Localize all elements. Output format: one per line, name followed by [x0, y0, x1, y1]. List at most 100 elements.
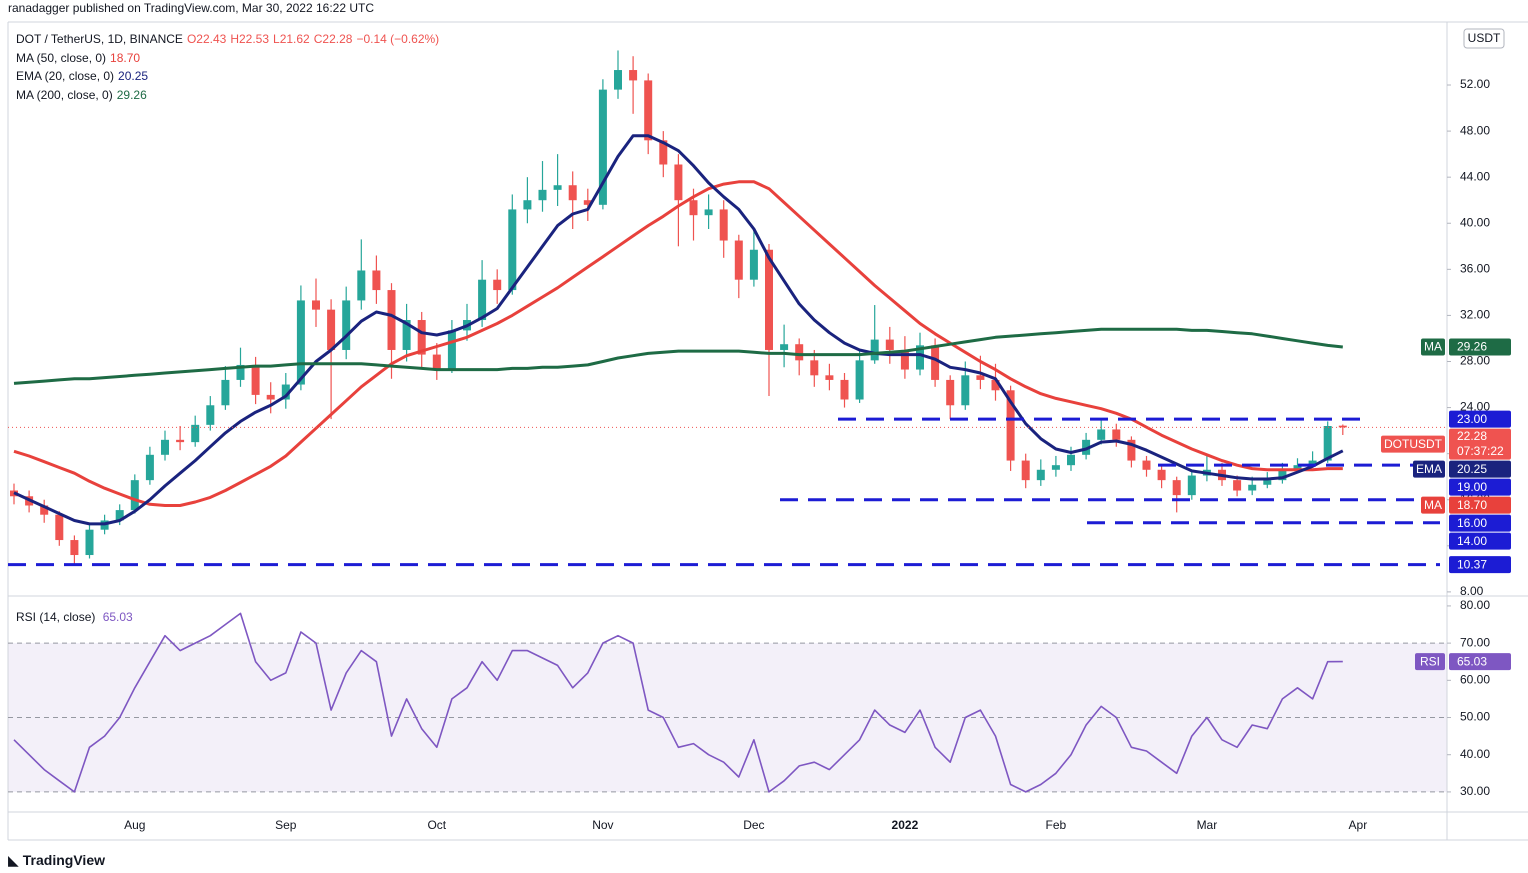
tag-box: [1421, 338, 1445, 356]
candle-body: [674, 164, 683, 201]
y-tick-label: 60.00: [1460, 672, 1490, 686]
candle-body: [447, 330, 456, 370]
candle-body: [885, 339, 894, 350]
candle-body: [900, 349, 909, 370]
tag-label: EMA: [1416, 462, 1442, 476]
candle-body: [402, 320, 411, 350]
candle-body: [478, 279, 487, 321]
currency-box: [1463, 28, 1505, 49]
price-label-box: [1449, 478, 1511, 496]
price-label: 10.37: [1457, 557, 1487, 571]
y-tick-label: 40.00: [1460, 747, 1490, 761]
candle-body: [1097, 429, 1106, 440]
logo-text: TradingView: [22, 852, 105, 868]
candle-body: [795, 344, 804, 361]
y-tick-label: 50.00: [1460, 710, 1490, 724]
candle-body: [840, 379, 849, 400]
candle-body: [1112, 429, 1121, 440]
candle-body: [161, 439, 169, 455]
legend-row: MA (50, close, 0) 18.70: [16, 49, 443, 68]
price-label-box: [1449, 496, 1511, 514]
tag-label: MA: [1424, 498, 1442, 512]
legend-name: MA (50, close, 0): [16, 50, 107, 65]
candles: [10, 50, 1347, 565]
candle-body: [916, 345, 924, 370]
candle-body: [281, 384, 290, 400]
candle-body: [372, 270, 381, 291]
y-tick-label: 40.00: [1460, 215, 1490, 229]
candle-body: [130, 480, 139, 511]
candle-body: [734, 240, 743, 280]
price-label-box: [1449, 653, 1511, 671]
y-tick-label: 24.00: [1460, 400, 1490, 414]
indicator-line: [13, 612, 1343, 793]
candle-body: [1233, 480, 1242, 491]
candle-body: [342, 300, 351, 350]
indicator-line: [13, 180, 1343, 507]
price-label: 19.00: [1457, 480, 1487, 494]
candle-body: [689, 200, 698, 216]
y-tick-label: 30.00: [1460, 784, 1490, 798]
x-tick-label: Oct: [427, 818, 446, 832]
ohlc-value: H22.53: [230, 32, 270, 46]
legend-name: MA (200, close, 0): [16, 87, 113, 102]
price-label-box: [1449, 410, 1511, 428]
price-label-box: [1449, 460, 1511, 478]
price-label: 14.00: [1457, 534, 1487, 548]
tag-label: DOTUSDT: [1384, 437, 1443, 451]
x-tick-label: Sep: [275, 818, 297, 832]
candle-body: [1142, 460, 1151, 470]
legend-value: 29.26: [116, 87, 147, 102]
candle-body: [825, 375, 834, 380]
candle-body: [598, 89, 607, 205]
candle-body: [1157, 469, 1166, 481]
tag-box: [1413, 460, 1445, 478]
candle-body: [749, 249, 758, 280]
y-tick-label: 70.00: [1460, 635, 1490, 649]
price-label-box: [1449, 532, 1511, 550]
logo-mark: ◣: [8, 853, 19, 869]
candle-body: [870, 339, 879, 361]
price-label-box: [1449, 514, 1511, 532]
candle-body: [659, 140, 668, 165]
candle-body: [1082, 439, 1091, 455]
candle-body: [719, 209, 728, 241]
candle-body: [1172, 480, 1181, 496]
candle-body: [810, 360, 819, 376]
candle-body: [85, 529, 94, 556]
x-tick-label: Apr: [1349, 818, 1368, 832]
countdown-label: 07:37:22: [1457, 444, 1504, 458]
x-tick-label: Feb: [1046, 818, 1067, 832]
y-tick-label: 32.00: [1460, 308, 1490, 322]
candle-body: [1293, 465, 1302, 470]
candle-body: [206, 405, 215, 425]
legend-name: EMA (20, close, 0): [16, 69, 115, 83]
symbol-title: DOT / TetherUS, 1D, BINANCE: [16, 32, 183, 46]
currency-label: USDT: [1468, 31, 1501, 45]
candle-body: [432, 354, 441, 370]
price-label: 20.25: [1457, 462, 1487, 476]
candle-body: [1278, 469, 1287, 481]
candle-body: [508, 209, 517, 291]
candle-body: [417, 320, 426, 355]
candle-body: [583, 200, 592, 205]
candle-body: [614, 70, 622, 90]
price-label-box: [1449, 556, 1511, 574]
price-label: 18.70: [1457, 498, 1487, 512]
candle-body: [523, 200, 532, 210]
candle-body: [176, 439, 185, 443]
tag-label: MA: [1424, 340, 1442, 354]
price-label: 22.28: [1457, 429, 1487, 443]
candle-body: [765, 249, 773, 350]
candle-body: [644, 80, 653, 141]
ohlc-value: O22.43: [186, 32, 227, 46]
candle-body: [266, 394, 275, 400]
candle-body: [387, 290, 396, 350]
candle-body: [1338, 425, 1347, 428]
price-label: 65.03: [1457, 654, 1487, 668]
x-tick-label: Nov: [592, 818, 613, 832]
candle-body: [1187, 475, 1196, 496]
y-tick-label: 52.00: [1460, 77, 1490, 91]
candle-body: [1308, 460, 1317, 466]
